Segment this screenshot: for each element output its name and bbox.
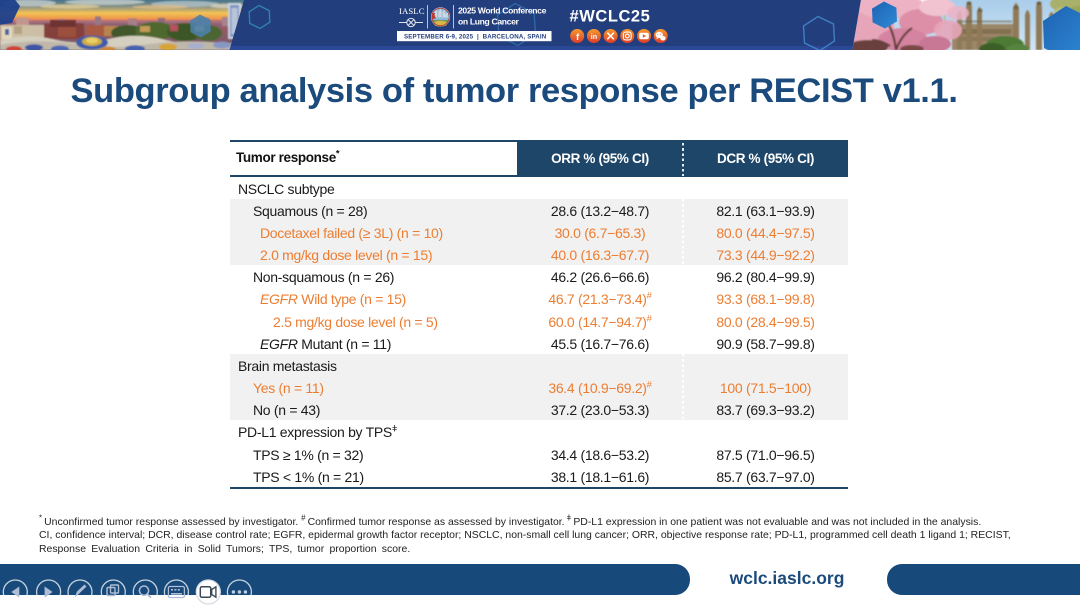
svg-text:IASLC: IASLC — [399, 6, 425, 16]
svg-text:in: in — [591, 32, 597, 41]
svg-text:f: f — [576, 32, 580, 43]
svg-text:on Lung Cancer: on Lung Cancer — [458, 16, 520, 26]
svg-text:#WCLC25: #WCLC25 — [570, 8, 651, 26]
svg-text:SEPTEMBER 6-9, 2025 | BARCEL: SEPTEMBER 6-9, 2025 | BARCELONA, SPAIN — [404, 34, 547, 41]
svg-text:2025 World Conference: 2025 World Conference — [458, 6, 547, 16]
